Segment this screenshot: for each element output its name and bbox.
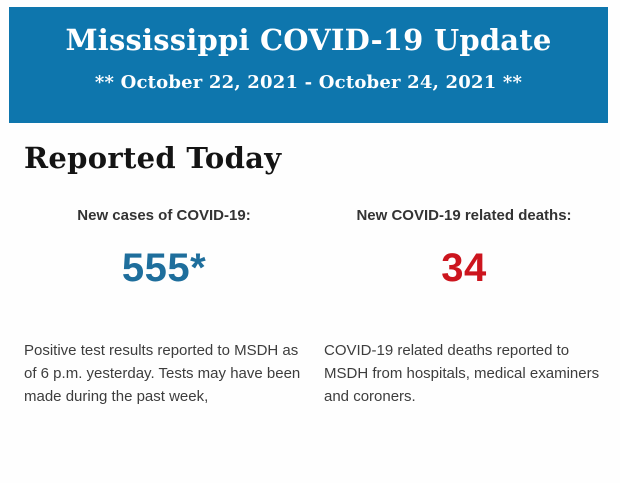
cases-description: Positive test results reported to MSDH a…: [24, 342, 301, 405]
cases-label: New cases of COVID-19:: [77, 207, 251, 224]
deaths-description: COVID-19 related deaths reported to MSDH…: [324, 342, 600, 405]
date-range: ** October 22, 2021 - October 24, 2021 *…: [94, 72, 523, 93]
deaths-value: 34: [441, 246, 487, 290]
deaths-label: New COVID-19 related deaths:: [356, 207, 572, 224]
newsletter-title: Mississippi COVID-19 Update: [65, 23, 552, 57]
stats-row: New cases of COVID-19: 555* Positive tes…: [24, 207, 604, 408]
cases-value: 555*: [121, 246, 207, 290]
section-heading: Reported Today: [24, 141, 282, 175]
deaths-stat-column: New COVID-19 related deaths: 34 COVID-19…: [324, 207, 604, 408]
cases-stat-column: New cases of COVID-19: 555* Positive tes…: [24, 207, 304, 408]
header-banner: Mississippi COVID-19 Update ** October 2…: [9, 7, 608, 123]
